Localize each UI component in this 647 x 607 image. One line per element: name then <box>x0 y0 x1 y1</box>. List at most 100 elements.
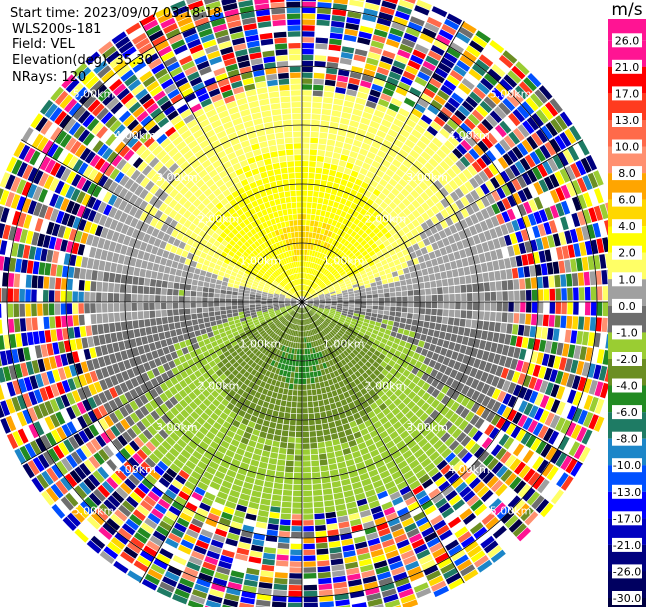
velocity-gate <box>226 343 233 350</box>
velocity-gate <box>363 203 371 211</box>
velocity-gate <box>442 309 449 317</box>
velocity-gate <box>169 188 179 198</box>
velocity-gate <box>243 326 250 332</box>
velocity-gate <box>405 454 417 465</box>
velocity-gate <box>331 305 337 308</box>
velocity-gate <box>221 262 229 269</box>
velocity-gate <box>139 268 146 278</box>
velocity-gate <box>341 112 352 120</box>
velocity-gate <box>347 415 355 423</box>
velocity-gate <box>501 312 508 323</box>
velocity-gate <box>278 350 283 357</box>
velocity-gate <box>350 114 361 123</box>
velocity-gate <box>322 198 329 205</box>
velocity-gate <box>398 149 409 159</box>
velocity-gate <box>337 165 345 173</box>
velocity-gate <box>208 302 214 307</box>
velocity-gate <box>352 450 361 459</box>
velocity-gate <box>375 239 383 246</box>
noise-gate <box>525 313 532 325</box>
velocity-gate <box>320 357 325 363</box>
velocity-gate <box>370 316 377 322</box>
velocity-gate <box>359 472 370 481</box>
velocity-gate <box>214 334 222 341</box>
velocity-gate <box>288 309 293 313</box>
velocity-gate <box>221 281 228 287</box>
velocity-gate <box>412 338 420 346</box>
velocity-gate <box>394 316 401 323</box>
velocity-gate <box>304 319 307 325</box>
velocity-gate <box>192 198 202 208</box>
velocity-gate <box>334 450 344 457</box>
velocity-gate <box>139 211 149 222</box>
velocity-gate <box>196 302 202 308</box>
velocity-gate <box>482 321 490 331</box>
velocity-gate <box>171 261 179 269</box>
velocity-gate <box>249 294 256 298</box>
velocity-gate <box>252 396 259 404</box>
velocity-gate <box>315 382 321 389</box>
velocity-gate <box>393 206 402 215</box>
velocity-gate <box>238 308 244 313</box>
velocity-gate <box>269 97 280 104</box>
velocity-gate <box>406 259 414 267</box>
noise-gate <box>302 37 315 43</box>
velocity-gate <box>161 440 172 451</box>
velocity-gate <box>302 237 305 244</box>
noise-gate <box>584 286 591 301</box>
velocity-gate <box>359 208 367 216</box>
velocity-gate <box>273 299 279 301</box>
velocity-gate <box>427 173 437 183</box>
velocity-gate <box>445 349 453 358</box>
velocity-gate <box>260 104 271 112</box>
velocity-gate <box>323 229 329 236</box>
velocity-gate <box>302 372 306 379</box>
velocity-gate <box>273 193 280 200</box>
velocity-gate <box>169 267 177 275</box>
velocity-gate <box>274 429 282 436</box>
velocity-gate <box>123 203 133 214</box>
velocity-gate <box>387 129 398 138</box>
velocity-gate <box>367 494 378 503</box>
velocity-gate <box>377 314 383 319</box>
velocity-gate <box>326 243 331 250</box>
velocity-gate <box>106 365 115 376</box>
velocity-gate <box>480 196 491 208</box>
velocity-gate <box>315 271 320 277</box>
velocity-gate <box>161 302 167 310</box>
velocity-gate <box>425 366 433 375</box>
velocity-gate <box>464 181 474 192</box>
velocity-gate <box>154 255 162 264</box>
velocity-gate <box>229 489 240 498</box>
velocity-gate <box>322 336 328 343</box>
velocity-gate <box>469 328 477 338</box>
velocity-gate <box>421 268 429 276</box>
velocity-gate <box>190 337 198 345</box>
velocity-gate <box>405 118 417 129</box>
velocity-gate <box>278 387 284 394</box>
velocity-gate <box>223 227 231 235</box>
velocity-gate <box>370 282 377 287</box>
velocity-gate <box>309 330 313 336</box>
velocity-gate <box>304 307 307 313</box>
noise-gate <box>313 84 324 91</box>
velocity-gate <box>294 149 302 155</box>
velocity-gate <box>221 480 233 489</box>
velocity-gate <box>157 165 168 176</box>
velocity-gate <box>279 296 285 299</box>
velocity-gate <box>325 271 331 277</box>
velocity-gate <box>320 465 329 472</box>
velocity-gate <box>350 202 358 210</box>
velocity-gate <box>302 431 310 438</box>
velocity-gate <box>115 221 124 233</box>
velocity-gate <box>140 383 149 394</box>
velocity-gate <box>262 116 273 124</box>
velocity-gate <box>374 155 384 164</box>
velocity-gate <box>218 328 225 334</box>
velocity-gate <box>312 328 317 335</box>
velocity-gate <box>411 129 422 139</box>
velocity-gate <box>114 352 123 362</box>
velocity-gate <box>362 322 369 327</box>
velocity-gate <box>372 309 378 314</box>
velocity-gate <box>378 293 384 298</box>
